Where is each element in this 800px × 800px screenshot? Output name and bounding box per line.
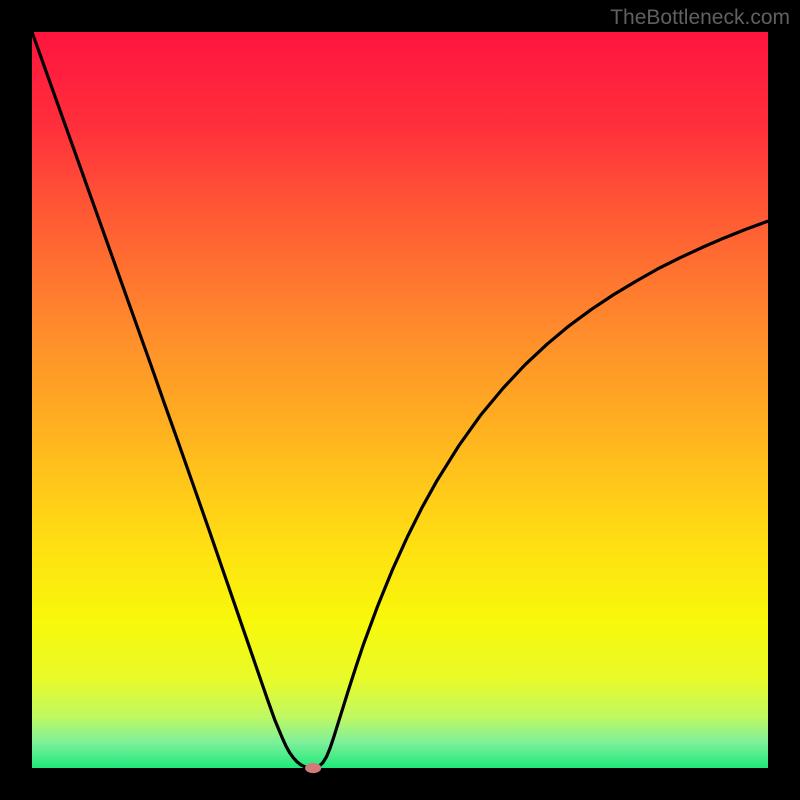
optimal-point-marker xyxy=(305,763,321,773)
plot-background xyxy=(32,32,768,768)
chart-frame: TheBottleneck.com xyxy=(0,0,800,800)
bottleneck-chart xyxy=(0,0,800,800)
